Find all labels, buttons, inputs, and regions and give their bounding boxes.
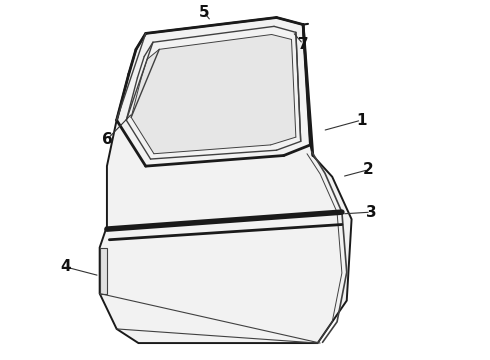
Text: 1: 1 [356,113,367,128]
Polygon shape [131,35,296,154]
Text: 5: 5 [198,5,209,20]
Text: 6: 6 [101,132,112,147]
Polygon shape [99,248,107,293]
Text: 2: 2 [363,162,374,177]
Text: 4: 4 [60,260,71,274]
Text: 3: 3 [366,204,376,220]
Text: 7: 7 [298,37,308,51]
Polygon shape [99,18,352,343]
